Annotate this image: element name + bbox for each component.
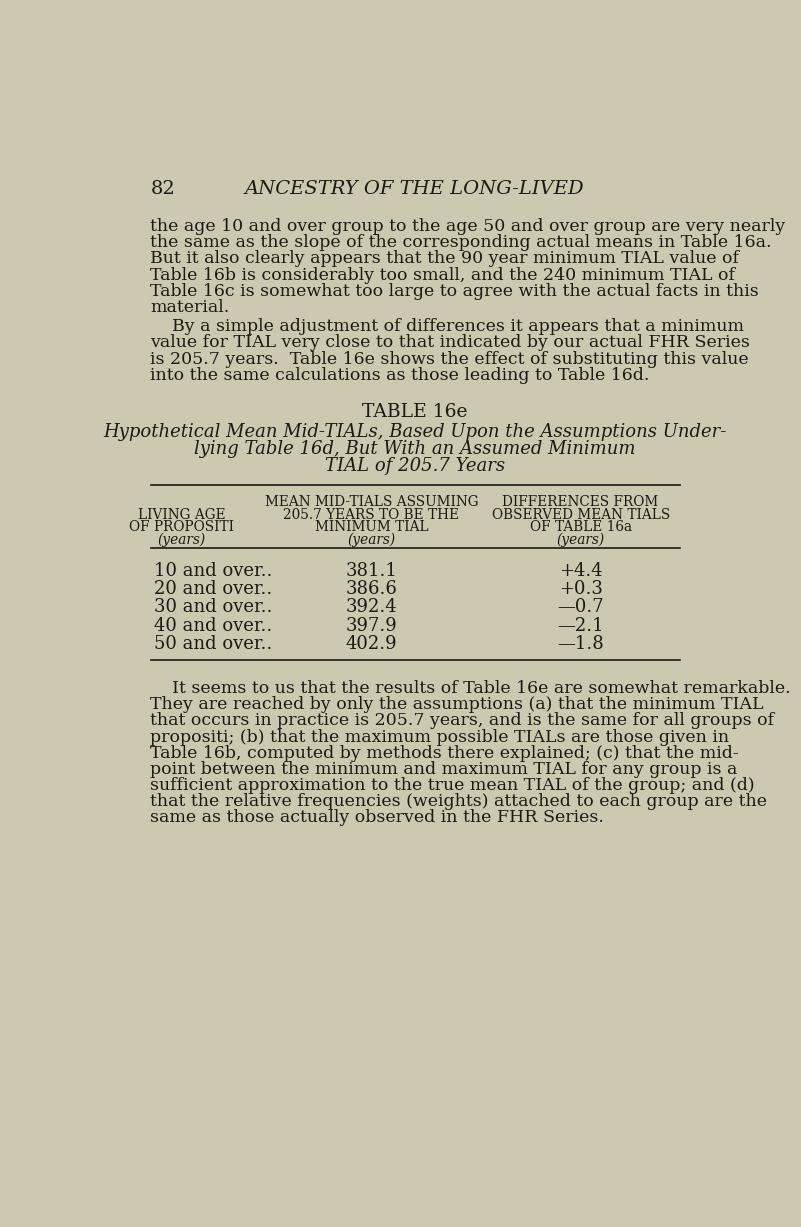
Text: It seems to us that the results of Table 16e are somewhat remarkable.: It seems to us that the results of Table… — [151, 680, 791, 697]
Text: +0.3: +0.3 — [558, 580, 602, 598]
Text: value for TIAL very close to that indicated by our actual FHR Series: value for TIAL very close to that indica… — [151, 334, 751, 351]
Text: that occurs in practice is 205.7 years, and is the same for all groups of: that occurs in practice is 205.7 years, … — [151, 713, 775, 729]
Text: that the relative frequencies (weights) attached to each group are the: that the relative frequencies (weights) … — [151, 794, 767, 810]
Text: 205.7 YEARS TO BE THE: 205.7 YEARS TO BE THE — [284, 508, 460, 521]
Text: Table 16b, computed by methods there explained; (c) that the mid-: Table 16b, computed by methods there exp… — [151, 745, 739, 762]
Text: Table 16c is somewhat too large to agree with the actual facts in this: Table 16c is somewhat too large to agree… — [151, 282, 759, 299]
Text: OBSERVED MEAN TIALS: OBSERVED MEAN TIALS — [492, 508, 670, 521]
Text: 20 and over..: 20 and over.. — [154, 580, 272, 598]
Text: OF PROPOSITI: OF PROPOSITI — [129, 520, 234, 534]
Text: TABLE 16e: TABLE 16e — [362, 402, 468, 421]
Text: same as those actually observed in the FHR Series.: same as those actually observed in the F… — [151, 810, 605, 827]
Text: 397.9: 397.9 — [345, 617, 397, 634]
Text: sufficient approximation to the true mean TIAL of the group; and (d): sufficient approximation to the true mea… — [151, 777, 755, 794]
Text: But it also clearly appears that the 90 year minimum TIAL value of: But it also clearly appears that the 90 … — [151, 250, 739, 267]
Text: (years): (years) — [157, 533, 206, 547]
Text: 10 and over..: 10 and over.. — [154, 562, 272, 579]
Text: +4.4: +4.4 — [559, 562, 602, 579]
Text: 82: 82 — [151, 179, 175, 198]
Text: MEAN MID-TIALS ASSUMING: MEAN MID-TIALS ASSUMING — [264, 496, 478, 509]
Text: 386.6: 386.6 — [345, 580, 397, 598]
Text: DIFFERENCES FROM: DIFFERENCES FROM — [502, 496, 658, 509]
Text: TIAL of 205.7 Years: TIAL of 205.7 Years — [324, 456, 505, 475]
Text: (years): (years) — [348, 533, 396, 547]
Text: 381.1: 381.1 — [345, 562, 397, 579]
Text: 40 and over..: 40 and over.. — [154, 617, 272, 634]
Text: propositi; (b) that the maximum possible TIALs are those given in: propositi; (b) that the maximum possible… — [151, 729, 730, 746]
Text: material.: material. — [151, 299, 230, 315]
Text: 50 and over..: 50 and over.. — [154, 636, 272, 654]
Text: Table 16b is considerably too small, and the 240 minimum TIAL of: Table 16b is considerably too small, and… — [151, 266, 735, 283]
Text: Hypothetical Mean Mid-TIALs, Based Upon the Assumptions Under-: Hypothetical Mean Mid-TIALs, Based Upon … — [103, 423, 727, 440]
Text: OF TABLE 16a: OF TABLE 16a — [529, 520, 632, 534]
Text: By a simple adjustment of differences it appears that a minimum: By a simple adjustment of differences it… — [151, 318, 744, 335]
Text: 402.9: 402.9 — [345, 636, 397, 654]
Text: the same as the slope of the corresponding actual means in Table 16a.: the same as the slope of the correspondi… — [151, 234, 772, 252]
Text: is 205.7 years.  Table 16e shows the effect of substituting this value: is 205.7 years. Table 16e shows the effe… — [151, 351, 749, 368]
Text: They are reached by only the assumptions (a) that the minimum TIAL: They are reached by only the assumptions… — [151, 696, 764, 713]
Text: the age 10 and over group to the age 50 and over group are very nearly: the age 10 and over group to the age 50 … — [151, 218, 786, 236]
Text: —1.8: —1.8 — [557, 636, 604, 654]
Text: —2.1: —2.1 — [557, 617, 604, 634]
Text: LIVING AGE: LIVING AGE — [138, 508, 225, 521]
Text: point between the minimum and maximum TIAL for any group is a: point between the minimum and maximum TI… — [151, 761, 738, 778]
Text: 392.4: 392.4 — [345, 599, 397, 616]
Text: 30 and over..: 30 and over.. — [154, 599, 272, 616]
Text: (years): (years) — [557, 533, 605, 547]
Text: —0.7: —0.7 — [557, 599, 604, 616]
Text: MINIMUM TIAL: MINIMUM TIAL — [315, 520, 429, 534]
Text: lying Table 16d, But With an Assumed Minimum: lying Table 16d, But With an Assumed Min… — [194, 439, 635, 458]
Text: into the same calculations as those leading to Table 16d.: into the same calculations as those lead… — [151, 367, 650, 384]
Text: ANCESTRY OF THE LONG-LIVED: ANCESTRY OF THE LONG-LIVED — [245, 179, 585, 198]
